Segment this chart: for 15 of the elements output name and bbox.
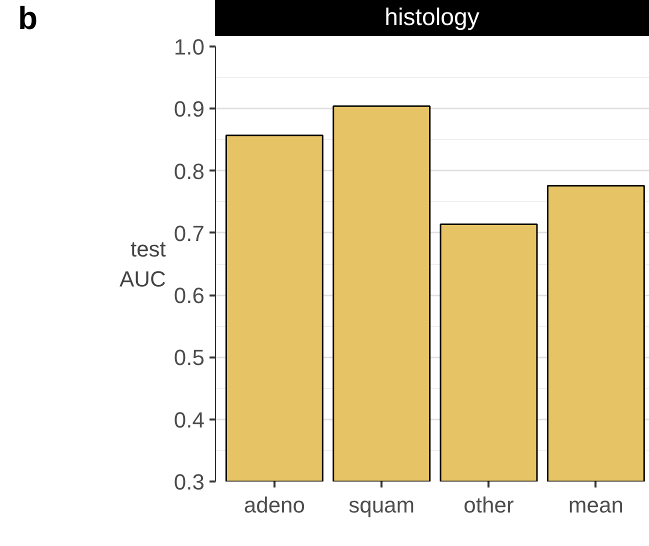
y-tick-label: 0.4: [174, 407, 205, 432]
x-tick-label: mean: [568, 492, 624, 518]
y-tick-label: 0.3: [174, 470, 205, 494]
x-tick-label: other: [464, 492, 514, 518]
y-tick-label: 0.7: [174, 220, 205, 246]
y-tick-label: 1.0: [174, 34, 205, 60]
chart-title: histology: [384, 3, 480, 33]
y-axis-title: test AUC: [119, 236, 166, 292]
x-tick-label: squam: [348, 492, 415, 518]
x-tick-label: adeno: [244, 492, 306, 518]
y-tick-label: 0.9: [174, 96, 205, 122]
y-tick-label: 0.5: [174, 345, 205, 370]
y-tick-label: 0.8: [174, 158, 205, 184]
text: b: [18, 0, 38, 36]
y-tick-label: 0.6: [174, 283, 205, 308]
